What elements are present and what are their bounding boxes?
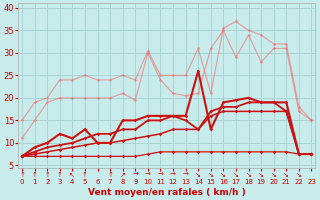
- X-axis label: Vent moyen/en rafales ( km/h ): Vent moyen/en rafales ( km/h ): [88, 188, 246, 197]
